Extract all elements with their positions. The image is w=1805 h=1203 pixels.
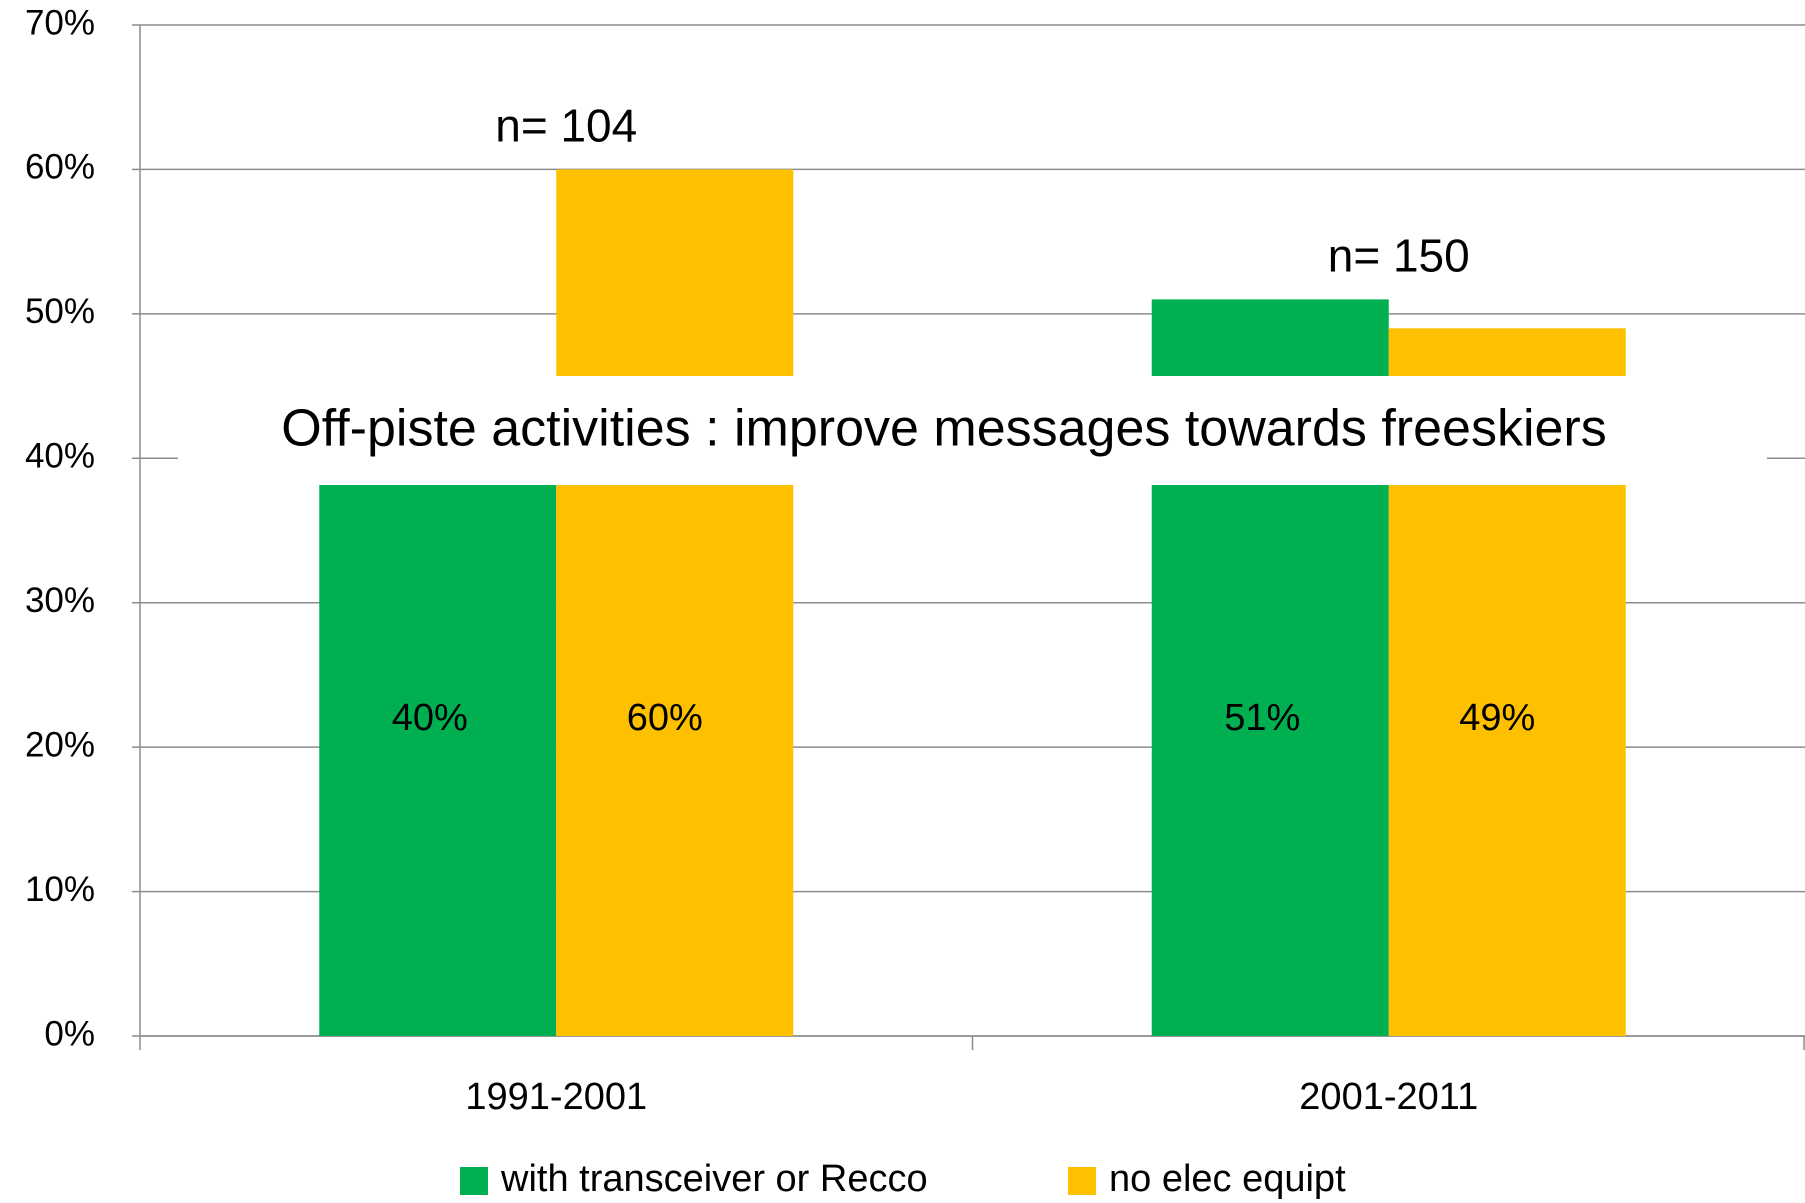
annotation: n= 150: [1328, 230, 1470, 282]
value-label: 40%: [392, 697, 468, 739]
y-tick-label: 40%: [25, 437, 95, 476]
x-tick-label: 2001-2011: [1299, 1076, 1478, 1118]
legend-label: with transceiver or Recco: [500, 1158, 928, 1200]
legend-swatch: [460, 1167, 488, 1195]
bar: [319, 458, 557, 1036]
y-tick-label: 20%: [25, 725, 95, 764]
y-tick-label: 0%: [44, 1014, 95, 1053]
x-tick-label: 1991-2001: [465, 1076, 647, 1118]
annotation: n= 104: [495, 100, 637, 152]
y-tick-label: 60%: [25, 148, 95, 187]
y-tick-label: 50%: [25, 292, 95, 331]
bar: [556, 169, 794, 1036]
y-tick-label: 70%: [25, 3, 95, 42]
y-tick-label: 30%: [25, 581, 95, 620]
chart-title: Off-piste activities : improve messages …: [281, 400, 1607, 458]
legend-swatch: [1068, 1167, 1096, 1195]
value-label: 49%: [1459, 697, 1535, 739]
value-label: 60%: [627, 697, 703, 739]
title-banner: [178, 376, 1767, 485]
y-tick-label: 10%: [25, 870, 95, 909]
value-label: 51%: [1224, 697, 1300, 739]
legend-label: no elec equipt: [1109, 1158, 1346, 1200]
